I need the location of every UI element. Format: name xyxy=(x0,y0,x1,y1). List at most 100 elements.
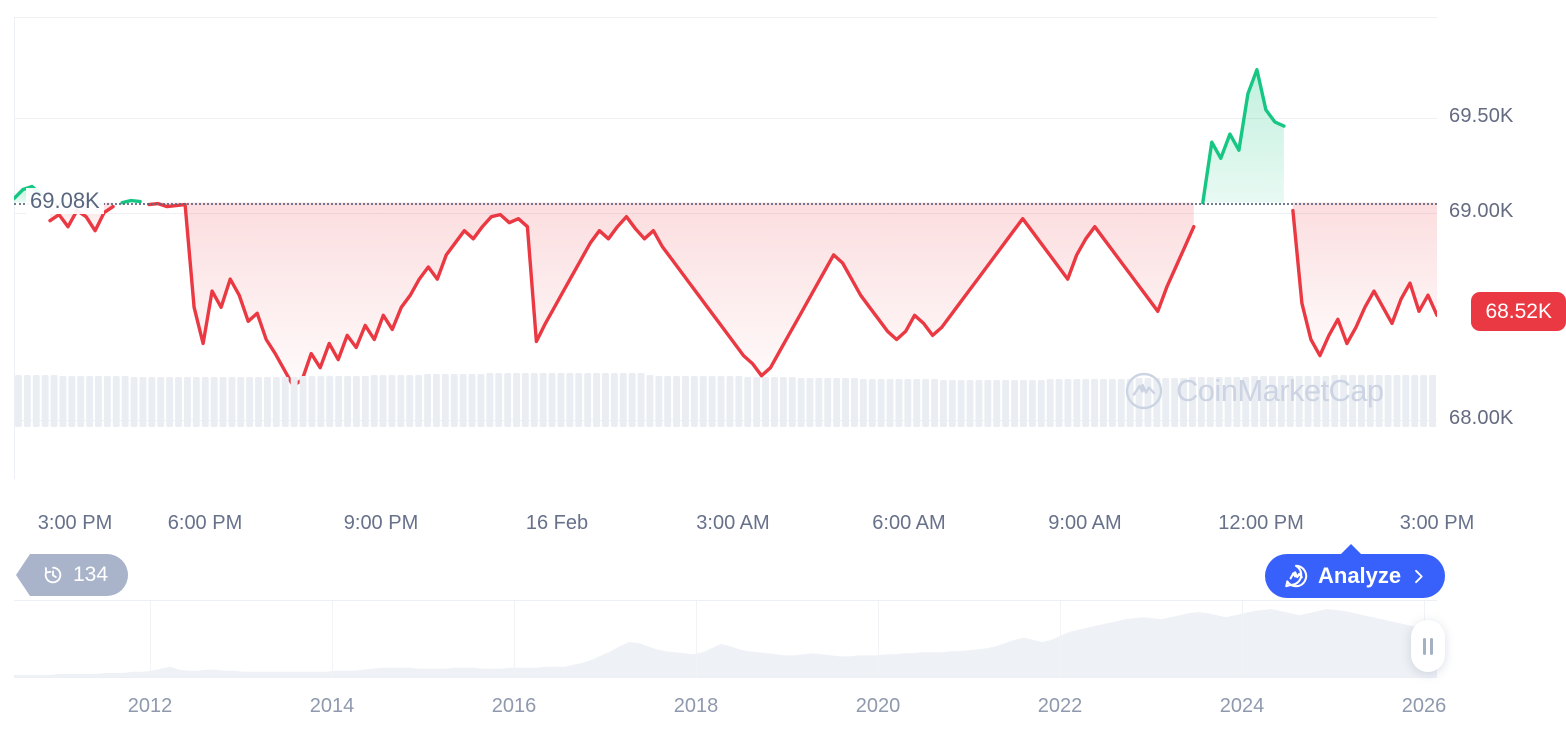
volume-bar xyxy=(922,379,930,427)
volume-bar xyxy=(726,376,734,427)
volume-bar xyxy=(815,378,823,427)
volume-bar xyxy=(1420,375,1428,427)
price-area-fill xyxy=(1202,69,1284,203)
volume-bar xyxy=(842,378,849,427)
volume-bar xyxy=(833,378,841,427)
volume-bar xyxy=(1260,376,1267,427)
volume-bar xyxy=(521,373,529,427)
volume-bar xyxy=(824,378,832,427)
volume-bar xyxy=(957,380,965,427)
volume-bar xyxy=(335,376,343,427)
history-badge[interactable]: 134 xyxy=(16,554,129,596)
volume-bar xyxy=(1082,379,1090,427)
volume-bar xyxy=(886,379,894,427)
volume-bar xyxy=(593,373,600,427)
grip-handle-icon xyxy=(1430,637,1433,655)
volume-bar xyxy=(584,373,592,427)
analyze-button[interactable]: Analyze xyxy=(1265,554,1446,598)
volume-bar xyxy=(1366,375,1374,427)
x-axis-tick-label: 9:00 AM xyxy=(1048,512,1122,534)
navigator-x-tick-label: 2012 xyxy=(127,695,173,717)
volume-bar xyxy=(851,378,858,427)
volume-bar xyxy=(504,373,512,427)
price-plot-area[interactable] xyxy=(14,17,1437,427)
volume-bar xyxy=(441,374,449,427)
volume-bar xyxy=(1358,375,1365,427)
volume-bar xyxy=(1046,379,1054,427)
volume-bar xyxy=(468,374,476,427)
volume-bar xyxy=(112,376,120,427)
volume-bar xyxy=(255,377,262,427)
volume-bar xyxy=(184,377,191,427)
analyze-bubble-icon xyxy=(1285,564,1308,588)
volume-bar xyxy=(353,376,360,427)
volume-bar xyxy=(940,380,947,427)
volume-bar xyxy=(1197,377,1205,427)
volume-bar xyxy=(424,374,431,427)
volume-bar xyxy=(237,377,245,427)
volume-bar xyxy=(95,376,102,427)
volume-bar xyxy=(513,373,520,427)
volume-bar xyxy=(1100,379,1107,427)
volume-bar xyxy=(602,373,609,427)
range-navigator[interactable] xyxy=(14,600,1437,678)
volume-bar xyxy=(762,377,769,427)
grip-handle-icon xyxy=(1423,637,1426,655)
volume-bar xyxy=(139,377,147,427)
volume-bar xyxy=(459,374,467,427)
volume-bar xyxy=(406,375,414,427)
x-axis-tick-label: 9:00 PM xyxy=(343,512,419,534)
volume-bar xyxy=(1153,378,1161,427)
analyze-pointer-triangle xyxy=(1340,544,1362,555)
volume-bar xyxy=(1286,376,1294,427)
navigator-area xyxy=(14,609,1437,677)
volume-bar xyxy=(290,377,298,427)
volume-bar xyxy=(388,375,396,427)
volume-bar xyxy=(308,376,316,427)
navigator-gridline xyxy=(696,601,697,677)
volume-bar xyxy=(246,377,254,427)
volume-bar xyxy=(1215,377,1223,427)
navigator-area-chart xyxy=(14,609,1437,677)
volume-bar xyxy=(433,374,440,427)
navigator-scroll-handle[interactable] xyxy=(1411,620,1445,672)
volume-bar xyxy=(610,373,618,427)
volume-bar xyxy=(370,375,378,427)
navigator-gridline xyxy=(514,601,515,677)
volume-bar xyxy=(735,376,743,427)
volume-bar xyxy=(166,377,174,427)
volume-bar xyxy=(655,376,663,427)
volume-bar xyxy=(1393,375,1401,427)
volume-bar xyxy=(361,376,369,427)
volume-bar xyxy=(1402,375,1410,427)
volume-bar xyxy=(1349,375,1356,427)
volume-bar xyxy=(344,376,351,427)
volume-bar xyxy=(1242,377,1250,427)
volume-bar xyxy=(1020,380,1027,427)
volume-bar xyxy=(1269,376,1276,427)
volume-bar xyxy=(1295,376,1303,427)
volume-bar xyxy=(1171,378,1179,427)
volume-bar xyxy=(103,376,111,427)
volume-bar xyxy=(201,377,209,427)
volume-bar xyxy=(495,373,503,427)
x-axis-tick-label: 6:00 AM xyxy=(872,512,946,534)
volume-bar xyxy=(77,376,85,427)
volume-bar xyxy=(326,376,334,427)
plot-top-border xyxy=(14,17,1437,18)
price-line-segment xyxy=(48,204,115,233)
volume-bar xyxy=(281,377,289,427)
volume-bar xyxy=(121,376,129,427)
volume-bar xyxy=(317,376,325,427)
clock-history-icon xyxy=(44,566,62,584)
volume-bar xyxy=(130,377,138,427)
volume-bar xyxy=(1411,375,1419,427)
volume-bar xyxy=(486,373,494,427)
volume-bar xyxy=(148,377,156,427)
navigator-gridline xyxy=(1242,601,1243,677)
volume-bar xyxy=(575,373,583,427)
volume-bar xyxy=(1162,378,1170,427)
volume-bar xyxy=(664,376,672,427)
volume-bar xyxy=(192,377,200,427)
navigator-x-tick-label: 2022 xyxy=(1037,695,1083,717)
